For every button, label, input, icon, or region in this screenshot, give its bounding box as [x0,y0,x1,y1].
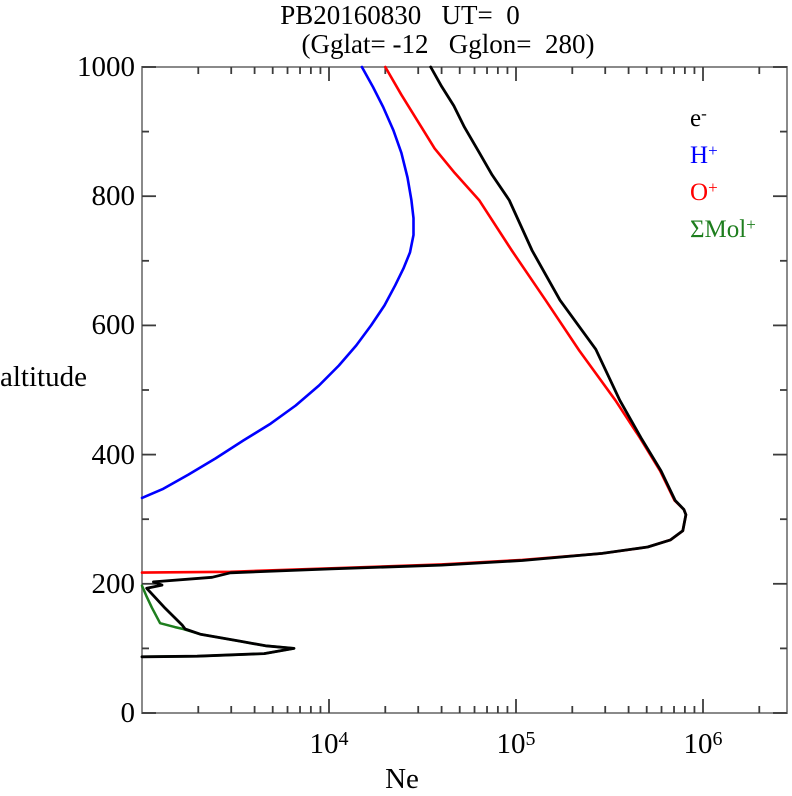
y-tick-label-200: 200 [91,567,136,600]
legend-item-h_plus: H+ [690,141,718,169]
y-tick-label-1000: 1000 [77,51,135,83]
legend-item-mol_plus: ΣMol+ [690,215,756,243]
y-tick-label-600: 600 [91,309,136,342]
series-o_plus-curve [140,65,688,574]
legend-item-electron: e- [690,104,707,132]
plot-subtitle: (Gglat= -12 Gglon= 280) [301,29,595,59]
y-tick-label-800: 800 [91,180,136,213]
x-tick-label-1e5: 105 [496,728,536,760]
plot-title: PB20160830 UT= 0 [280,0,520,30]
x-tick-label-1e4: 104 [309,728,349,760]
y-tick-label-400: 400 [91,438,136,471]
x-tick-label-1e6: 106 [683,728,723,760]
series-electron-curve [140,65,688,659]
series-h_plus-curve [140,65,415,500]
x-axis-title: Ne [385,763,419,795]
legend-item-o_plus: O+ [690,178,718,206]
y-tick-label-0: 0 [120,697,136,729]
legend: e- H+ O+ ΣMol+ [690,98,756,246]
y-axis-title: altitude [0,361,87,393]
